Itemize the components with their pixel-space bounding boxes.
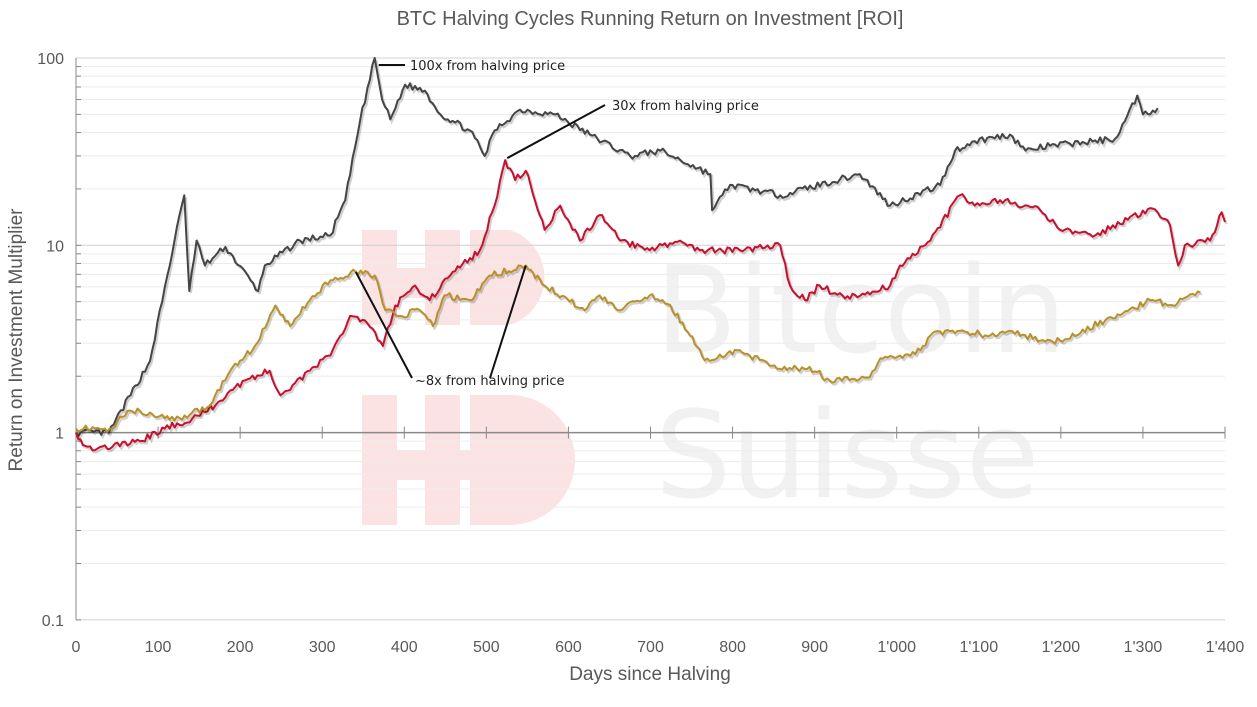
series-line-0 [75,57,1159,437]
x-tick-label: 500 [473,639,500,656]
series-line-1 [75,159,1226,452]
watermark: Bitcoin Suisse [362,230,1067,526]
watermark-line2: Suisse [655,387,1039,526]
x-tick-label: 1'100 [959,639,998,656]
x-tick-label: 800 [719,639,746,656]
annotation-label: ~8x from halving price [415,374,564,389]
x-tick-label: 300 [309,639,336,656]
x-tick-label: 1'300 [1124,639,1163,656]
annotation-leader [489,265,527,379]
gridlines [76,57,1225,621]
x-tick-label: 200 [227,639,254,656]
x-axis-label: Days since Halving [569,664,731,685]
x-tick-label: 1'000 [877,639,916,656]
annotation-leader [506,104,606,159]
axes: 100 10 1 0.1 0 100 200 300 400 500 600 700 800 900 1'0… [37,51,1244,656]
x-tick-label: 600 [555,639,582,656]
watermark-line1: Bitcoin [655,242,1067,381]
y-tick-label: 0.1 [42,613,64,630]
x-tick-label: 1'400 [1206,639,1245,656]
annotations: 100x from halving price 30x from halving … [354,59,759,389]
y-tick-label: 1 [55,426,64,443]
x-tick-label: 1'200 [1042,639,1081,656]
y-tick-label: 100 [37,51,64,68]
x-tick-label: 700 [637,639,664,656]
x-tick-label: 400 [391,639,418,656]
annotation-label: 30x from halving price [612,99,759,114]
x-tick-label: 900 [801,639,828,656]
series-line-2 [75,264,1201,433]
series-shadow [76,157,1228,454]
annotation-label: 100x from halving price [410,59,565,74]
x-tick-label: 100 [145,639,172,656]
x-tick-label: 0 [72,639,81,656]
series-lines [75,57,1228,454]
y-axis-label: Return on Investment Multiplier [6,208,27,472]
series-shadow [76,59,1161,441]
annotation-leader [354,271,413,379]
y-tick-label: 10 [46,238,64,255]
chart-title: BTC Halving Cycles Running Return on Inv… [397,8,904,30]
